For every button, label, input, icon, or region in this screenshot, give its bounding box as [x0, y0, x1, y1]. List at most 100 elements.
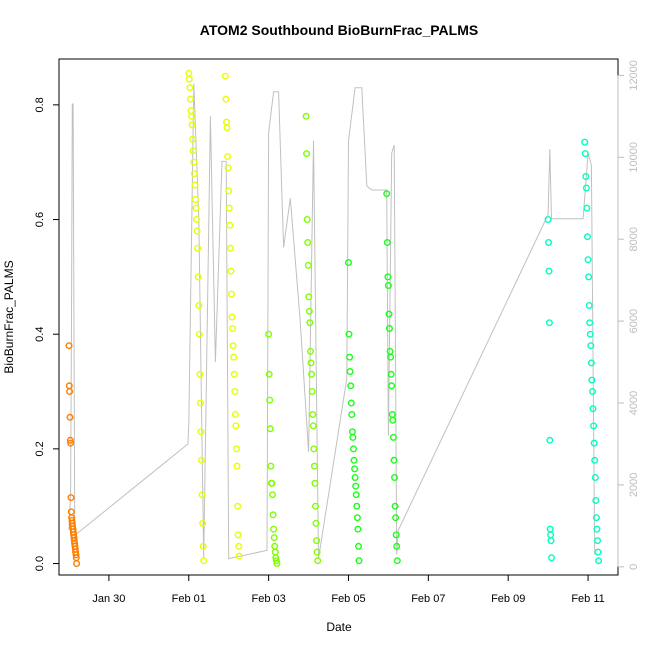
data-point: [545, 267, 553, 275]
x-tick-label: Feb 11: [571, 593, 604, 605]
x-tick-label: Feb 09: [491, 593, 525, 605]
data-point: [590, 422, 598, 430]
data-point: [225, 187, 233, 195]
data-point: [195, 302, 203, 310]
data-point: [187, 112, 195, 120]
data-point: [586, 319, 594, 327]
data-point: [350, 445, 358, 453]
y-tick-label: 0.6: [34, 212, 46, 227]
data-point: [587, 342, 595, 350]
data-point: [222, 95, 230, 103]
data-point: [346, 368, 354, 376]
data-point: [303, 150, 311, 158]
chart-title: ATOM2 Southbound BioBurnFrac_PALMS: [200, 22, 478, 38]
data-point: [547, 531, 555, 539]
data-point: [267, 462, 275, 470]
y-axis-label: BioBurnFrac_PALMS: [2, 260, 16, 373]
data-point: [590, 439, 598, 447]
right-tick-label: 12000: [628, 60, 640, 91]
data-point: [194, 244, 202, 252]
data-point: [223, 124, 231, 132]
data-point: [66, 388, 74, 396]
data-point: [307, 347, 315, 355]
data-point: [589, 405, 597, 413]
data-point: [309, 411, 317, 419]
data-point: [270, 534, 278, 542]
data-point: [355, 542, 363, 550]
data-point: [311, 479, 319, 487]
data-point: [351, 465, 359, 473]
data-point: [581, 138, 589, 146]
data-point: [67, 494, 75, 502]
data-point: [312, 519, 320, 527]
data-point: [73, 560, 81, 568]
data-point: [594, 548, 602, 556]
data-point: [547, 537, 555, 545]
data-point: [186, 95, 194, 103]
data-point: [302, 112, 310, 120]
data-point: [199, 542, 207, 550]
data-point: [545, 238, 553, 246]
data-point: [230, 353, 238, 361]
data-point: [345, 259, 353, 267]
data-point: [384, 273, 392, 281]
data-point: [593, 525, 601, 533]
data-point: [582, 184, 590, 192]
x-tick-label: Feb 07: [411, 593, 445, 605]
data-point: [391, 474, 399, 482]
y-tick-label: 0.2: [34, 441, 46, 456]
data-point: [584, 256, 592, 264]
data-point: [587, 359, 595, 367]
data-point: [392, 531, 400, 539]
data-point: [391, 502, 399, 510]
data-point: [226, 244, 234, 252]
data-point: [589, 388, 597, 396]
y-tick-label: 0.4: [34, 327, 46, 342]
data-point: [349, 433, 357, 441]
data-point: [189, 147, 197, 155]
y-tick-label: 0.8: [34, 97, 46, 112]
data-point: [224, 152, 232, 160]
data-point: [584, 233, 592, 241]
x-axis-label: Date: [326, 620, 352, 634]
data-point: [313, 548, 321, 556]
data-point: [384, 282, 392, 290]
data-point: [545, 319, 553, 327]
data-point: [591, 456, 599, 464]
data-point: [272, 557, 280, 565]
data-point: [345, 330, 353, 338]
secondary-series-layer: [68, 83, 596, 560]
data-point: [387, 370, 395, 378]
x-tick-label: Jan 30: [92, 593, 125, 605]
data-point: [305, 293, 313, 301]
data-point: [234, 502, 242, 510]
data-point: [546, 436, 554, 444]
data-point: [389, 433, 397, 441]
data-point: [190, 158, 198, 166]
data-point: [591, 474, 599, 482]
data-point: [200, 557, 208, 565]
data-point: [594, 537, 602, 545]
data-point: [354, 525, 362, 533]
data-point: [226, 221, 234, 229]
x-tick-label: Feb 01: [172, 593, 206, 605]
data-point: [351, 474, 359, 482]
right-tick-label: 2000: [628, 473, 640, 497]
data-point: [546, 525, 554, 533]
data-point: [347, 382, 355, 390]
data-point: [386, 325, 394, 333]
data-point: [313, 537, 321, 545]
right-tick-label: 4000: [628, 391, 640, 415]
data-point: [387, 353, 395, 361]
data-point: [305, 307, 313, 315]
data-point: [583, 204, 591, 212]
data-point: [227, 267, 235, 275]
y-tick-label: 0.0: [34, 556, 46, 571]
data-point: [352, 491, 360, 499]
data-point: [353, 502, 361, 510]
x-tick-label: Feb 05: [331, 593, 365, 605]
data-point: [66, 436, 74, 444]
data-point: [265, 330, 273, 338]
data-point: [309, 422, 317, 430]
data-point: [312, 502, 320, 510]
